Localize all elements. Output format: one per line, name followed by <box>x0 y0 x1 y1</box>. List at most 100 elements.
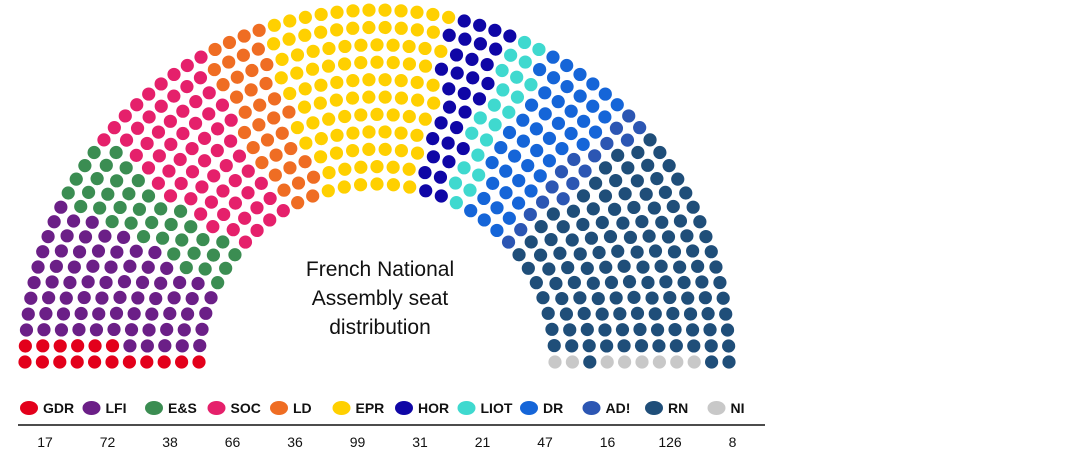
seat-dot-soc <box>164 137 178 151</box>
seat-dot-epr <box>411 93 425 107</box>
seat-dot-rn <box>695 275 709 289</box>
seat-dot-epr <box>322 112 336 126</box>
seat-dot-lfi <box>145 307 159 321</box>
seat-dot-epr <box>410 128 424 142</box>
seat-dot-ld <box>253 98 267 112</box>
seat-dot-epr <box>337 57 352 71</box>
seat-dot-lfi <box>193 338 207 353</box>
seat-dot-epr <box>314 132 328 146</box>
seat-dot-lfi <box>199 306 213 320</box>
seat-dot-epr <box>330 5 344 19</box>
seat-dot-rn <box>573 247 587 261</box>
seat-dot-lfi <box>85 215 99 229</box>
seat-dot-rn <box>533 248 548 262</box>
seat-dot-dr <box>485 156 499 170</box>
seat-dot-rn <box>686 200 700 214</box>
legend-label-hor: HOR <box>418 400 449 416</box>
seat-dot-soc <box>241 164 255 178</box>
seat-dot-rn <box>573 291 587 305</box>
seat-dot-es <box>164 217 178 232</box>
seat-dot-dr <box>490 223 504 238</box>
seat-dot-rn <box>704 339 718 353</box>
seat-dot-lfi <box>24 291 38 305</box>
seat-dot-dr <box>577 114 591 128</box>
seat-dot-ad <box>501 235 516 249</box>
seat-dot-dr <box>533 62 547 77</box>
seat-dot-es <box>141 189 156 203</box>
seat-dot-epr <box>306 116 320 130</box>
seat-count-hor: 31 <box>412 434 428 450</box>
seat-dot-hor <box>457 14 471 28</box>
seat-dot-soc <box>226 223 240 237</box>
seat-dot-lfi <box>67 260 81 274</box>
seat-dot-hor <box>426 132 440 146</box>
seat-dot-lfi <box>41 230 55 244</box>
seat-dot-es <box>219 261 233 275</box>
seat-dot-gdr <box>88 355 102 369</box>
seat-dot-ld <box>252 23 266 37</box>
legend-label-gdr: GDR <box>43 400 74 416</box>
seat-dot-epr <box>378 73 392 87</box>
seat-dot-soc <box>238 235 253 249</box>
seat-dot-epr <box>290 66 304 80</box>
legend-label-soc: SOC <box>231 400 261 416</box>
seat-dot-rn <box>662 159 676 173</box>
seat-count-lfi: 72 <box>100 434 116 450</box>
seat-dot-epr <box>267 37 281 51</box>
seat-dot-es <box>122 187 136 201</box>
seat-dot-soc <box>276 204 290 218</box>
seat-dot-rn <box>719 307 733 321</box>
seat-dot-epr <box>386 178 401 192</box>
seat-dot-lfi <box>56 307 71 321</box>
seat-dot-gdr <box>53 355 67 369</box>
seat-dot-rn <box>652 339 666 353</box>
seat-dot-ld <box>222 55 236 69</box>
seat-dot-es <box>110 174 124 188</box>
seat-dot-rn <box>592 245 606 260</box>
seat-dot-soc <box>195 180 209 194</box>
seat-dot-ld <box>237 125 252 140</box>
seat-dot-ad <box>622 109 636 123</box>
seat-dot-rn <box>722 355 736 369</box>
seat-dot-rn <box>577 306 591 321</box>
seat-dot-lfi <box>127 307 141 321</box>
seat-dot-es <box>119 161 133 175</box>
seat-dot-dr <box>546 50 560 64</box>
seat-dot-rn <box>599 260 613 274</box>
seat-dot-soc <box>215 98 230 112</box>
seat-dot-hor <box>449 120 464 135</box>
seat-dot-ni <box>670 355 684 369</box>
seat-dot-ld <box>229 90 244 104</box>
seat-dot-lfi <box>54 323 69 337</box>
seat-dot-epr <box>362 125 376 139</box>
seat-dot-es <box>154 202 168 216</box>
seat-dot-lfi <box>160 322 174 337</box>
seat-dot-rn <box>556 220 570 234</box>
seat-dot-rn <box>618 187 632 201</box>
seat-dot-dr <box>516 113 530 127</box>
seat-dot-ld <box>306 170 321 184</box>
seat-dot-soc <box>180 80 194 94</box>
seat-dot-es <box>74 199 88 214</box>
seat-dot-epr <box>394 144 408 158</box>
seat-dot-epr <box>386 56 400 70</box>
seat-dot-rn <box>634 339 649 353</box>
seat-dot-dr <box>477 191 491 206</box>
seat-dot-liot <box>465 126 479 140</box>
seat-dot-rn <box>512 248 526 262</box>
seat-dot-rn <box>576 189 591 203</box>
seat-dot-soc <box>142 110 156 124</box>
seat-dot-soc <box>154 77 168 91</box>
seat-dot-soc <box>140 136 154 151</box>
seat-dot-lfi <box>49 259 63 273</box>
seat-dot-lfi <box>89 323 104 337</box>
seat-dot-ld <box>252 118 266 132</box>
seat-dot-es <box>216 235 230 249</box>
seat-dot-dr <box>507 149 522 163</box>
seat-dot-es <box>124 216 138 230</box>
seat-dot-dr <box>542 131 557 145</box>
seat-dot-dr <box>586 77 600 91</box>
seat-dot-rn <box>686 244 700 258</box>
seat-dot-soc <box>176 104 190 118</box>
seat-dot-ld <box>306 189 320 203</box>
